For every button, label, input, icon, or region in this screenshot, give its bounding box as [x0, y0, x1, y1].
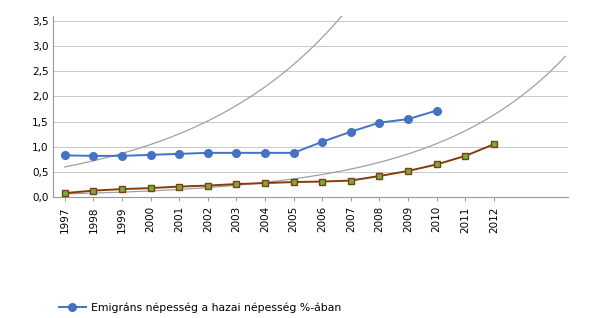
Legend: Emigráns népesség a hazai népesség %-ában, Munkaerő-migránsok az aktív népesség : Emigráns népesség a hazai népesség %-ába… [59, 302, 353, 318]
